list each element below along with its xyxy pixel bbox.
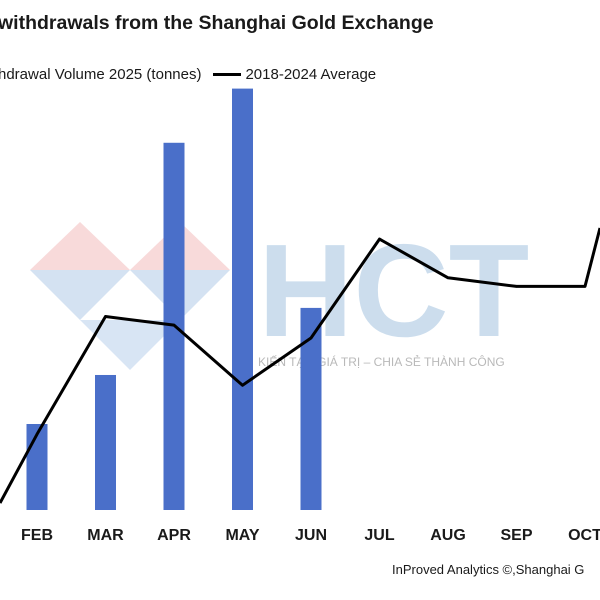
legend-label-bars: hdrawal Volume 2025 (tonnes) [0,66,202,83]
line-series [0,227,600,504]
x-tick-label-aug: AUG [430,527,466,544]
chart-legend: hdrawal Volume 2025 (tonnes) 2018-2024 A… [0,66,376,83]
chart-title: withdrawals from the Shanghai Gold Excha… [0,12,434,34]
watermark-tagline: KIẾN TẠO GIÁ TRỊ – CHIA SẺ THÀNH CÔNG [258,354,505,369]
watermark-logo: HCT KIẾN TẠO GIÁ TRỊ – CHIA SẺ THÀNH CÔN… [30,217,529,370]
line-point-jun [309,336,313,340]
line-point-jul [378,237,381,241]
bar-jun [300,307,322,510]
x-tick-label-mar: MAR [87,527,124,544]
line-point-oct [583,285,587,288]
watermark-text: HCT [258,217,529,364]
line-point-mar [104,315,107,318]
legend-line-swatch [213,73,242,76]
bar-may [232,88,253,510]
bar-series [26,88,322,510]
line-point-sep [515,285,518,288]
line-point-apr [172,323,176,327]
x-tick-label-sep: SEP [500,527,532,544]
x-tick-label-apr: APR [157,527,191,544]
watermark-diamond-mid [30,270,130,320]
line-point-may [241,384,244,387]
x-tick-label-jul: JUL [364,527,394,544]
legend-label-line: 2018-2024 Average [245,66,377,83]
line-point-feb [35,433,39,436]
x-axis-labels: FEB MAR APR MAY JUN JUL AUG SEP OCT [21,527,600,544]
source-credit: InProved Analytics ©,Shanghai G [392,562,585,577]
bar-mar [95,374,116,510]
x-tick-label-may: MAY [225,527,259,544]
line-point-aug [446,276,450,279]
x-tick-label-feb: FEB [21,527,53,544]
x-tick-label-oct: OCT [568,527,600,544]
watermark-diamond-low [80,320,180,370]
x-tick-label-jun: JUN [295,527,327,544]
watermark-diamond-top [30,222,130,270]
